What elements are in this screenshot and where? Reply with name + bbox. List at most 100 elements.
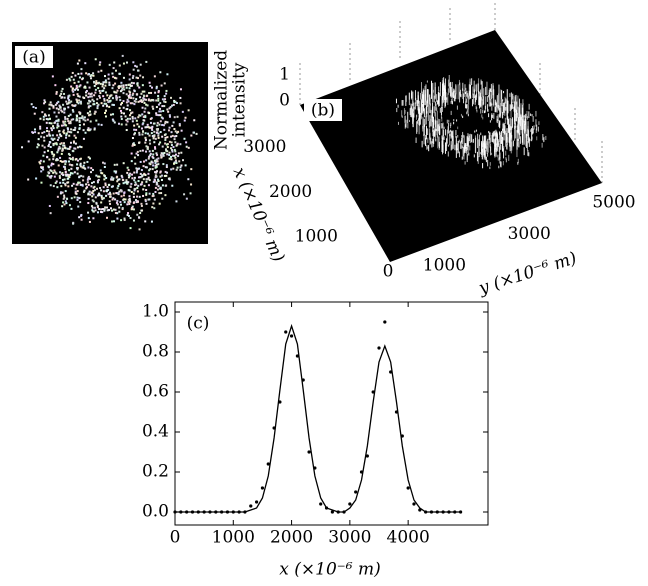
speckle <box>44 113 47 116</box>
speckle <box>62 197 65 200</box>
speckle <box>87 197 90 200</box>
speckle <box>148 169 151 172</box>
speckle <box>58 175 61 178</box>
speckle <box>101 83 104 86</box>
speckle <box>190 168 193 171</box>
x-tick-label: 0 <box>170 528 181 548</box>
speckle <box>168 151 171 154</box>
speckle <box>117 185 120 188</box>
speckle <box>58 145 61 148</box>
speckle <box>42 168 45 171</box>
speckle <box>64 116 67 119</box>
speckle <box>103 75 106 78</box>
speckle <box>94 88 97 91</box>
speckle <box>68 99 71 102</box>
speckle <box>108 183 111 186</box>
speckle <box>133 90 136 93</box>
speckle <box>71 109 74 112</box>
speckle <box>114 82 117 85</box>
speckle <box>163 105 166 108</box>
speckle <box>93 127 96 130</box>
speckle <box>37 138 40 141</box>
speckle <box>37 132 40 135</box>
speckle <box>135 171 138 174</box>
speckle <box>157 179 160 182</box>
speckle <box>98 89 101 92</box>
speckle <box>124 181 127 184</box>
speckle <box>145 193 148 196</box>
speckle <box>120 81 123 84</box>
speckle <box>79 165 82 168</box>
speckle <box>96 204 99 207</box>
speckle <box>73 104 76 107</box>
speckle <box>162 124 165 127</box>
speckle <box>119 90 122 93</box>
speckle <box>49 176 52 179</box>
speckle <box>151 206 154 209</box>
speckle <box>157 95 160 98</box>
speckle <box>155 128 158 131</box>
speckle <box>48 133 51 136</box>
label-box <box>15 46 53 68</box>
speckle <box>108 97 111 100</box>
speckle <box>141 113 144 116</box>
speckle <box>141 90 144 93</box>
speckle <box>159 71 162 74</box>
speckle <box>87 166 90 169</box>
data-point <box>447 510 451 514</box>
speckle <box>145 95 148 98</box>
speckle <box>70 85 73 88</box>
speckle <box>179 168 182 171</box>
speckle <box>116 175 119 178</box>
speckle <box>144 116 147 119</box>
speckle <box>148 150 151 153</box>
speckle <box>67 177 70 180</box>
speckle <box>56 122 59 125</box>
speckle <box>62 144 65 147</box>
speckle <box>173 161 176 164</box>
data-point <box>453 510 457 514</box>
speckle <box>67 185 70 188</box>
speckle <box>55 92 58 95</box>
speckle <box>142 188 145 191</box>
speckle <box>170 135 173 138</box>
speckle <box>111 209 114 212</box>
speckle <box>132 219 135 222</box>
panel-label: (a) <box>22 48 45 68</box>
speckle <box>94 196 97 199</box>
fit-line <box>175 323 461 513</box>
data-point <box>214 510 218 514</box>
speckle <box>61 147 64 150</box>
speckle <box>150 91 153 94</box>
speckle <box>103 162 106 165</box>
speckle <box>61 160 64 163</box>
speckle <box>92 210 95 213</box>
speckle <box>68 147 71 150</box>
speckle <box>63 178 66 181</box>
speckle <box>131 76 134 79</box>
speckle <box>164 98 167 101</box>
speckle <box>72 110 75 113</box>
speckle <box>155 175 158 178</box>
x-tick-label: 0 <box>383 262 394 282</box>
speckle <box>69 173 72 176</box>
speckle <box>113 76 116 79</box>
speckle <box>88 157 91 160</box>
speckle <box>72 182 75 185</box>
speckle <box>61 96 64 99</box>
speckle <box>68 77 71 80</box>
speckle <box>130 208 133 211</box>
speckle <box>142 178 145 181</box>
speckle <box>123 219 126 222</box>
speckle <box>163 100 166 103</box>
speckle <box>170 148 173 151</box>
speckle <box>93 84 96 87</box>
speckle <box>163 95 166 98</box>
speckle <box>89 110 92 113</box>
speckle <box>190 134 193 137</box>
speckle <box>39 127 42 130</box>
speckle <box>66 181 69 184</box>
speckle <box>69 122 72 125</box>
speckle <box>100 201 103 204</box>
speckle <box>154 174 157 177</box>
